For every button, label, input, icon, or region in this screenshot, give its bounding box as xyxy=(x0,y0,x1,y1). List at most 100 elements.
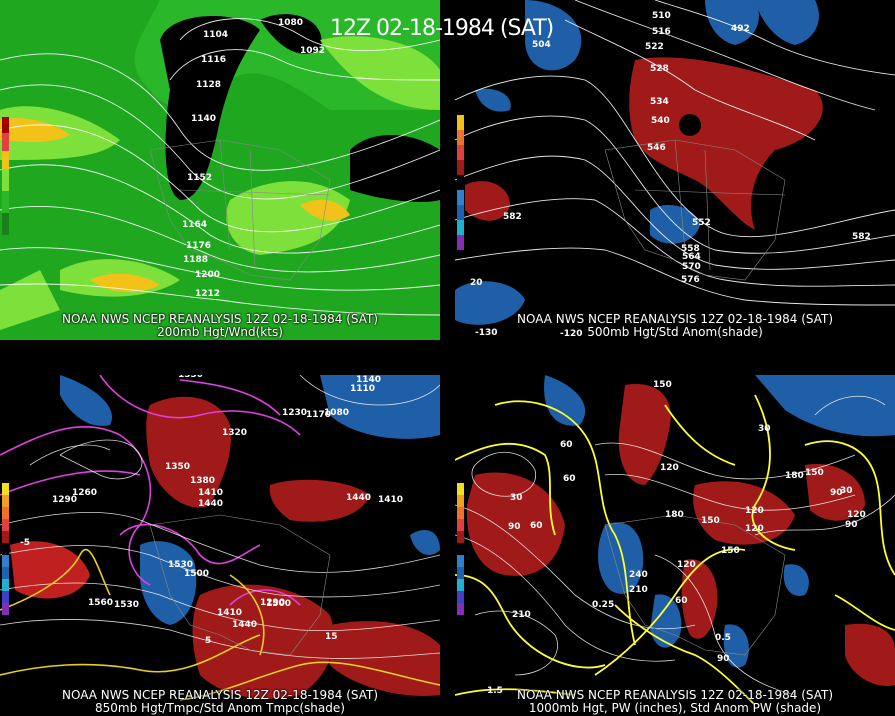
contour-label: -120 xyxy=(560,329,583,339)
contour-label: 0.5 xyxy=(715,633,731,643)
contour-label: 1560 xyxy=(88,598,113,608)
contour-label: 1530 xyxy=(114,600,139,610)
contour-label: 30 xyxy=(840,486,853,496)
contour-label: 60 xyxy=(563,474,576,484)
contour-label: 510 xyxy=(652,11,671,21)
contour-label: 240 xyxy=(629,570,648,580)
contour-labels-500mb: 510 516 522 528 534 540 546 552 558 564 … xyxy=(470,11,871,339)
map-850mb xyxy=(0,375,440,716)
contour-label: 1500 xyxy=(266,599,291,609)
contour-label: 1290 xyxy=(52,495,77,505)
contour-labels-850mb: 1350 1320 1350 1380 1410 1440 1410 1440 … xyxy=(20,375,403,646)
contour-label: 150 xyxy=(721,546,740,556)
contour-label: 1530 xyxy=(168,560,193,570)
contour-label: 150 xyxy=(653,380,672,390)
contour-label: 1140 xyxy=(191,114,216,124)
contour-label: 20 xyxy=(470,278,483,288)
contour-label: 90 xyxy=(830,488,843,498)
contour-label: 1110 xyxy=(350,384,375,394)
page-title: 12Z 02-18-1984 (SAT) xyxy=(330,16,554,41)
contour-label: 30 xyxy=(758,424,771,434)
caption-line-1: NOAA NWS NCEP REANALYSIS 12Z 02-18-1984 … xyxy=(516,312,834,326)
contour-label: 120 xyxy=(677,560,696,570)
map-1000mb xyxy=(455,375,895,716)
contour-label: 1410 xyxy=(378,495,403,505)
contour-label: 1350 xyxy=(165,462,190,472)
contour-label: 546 xyxy=(647,143,666,153)
colorbar-200mb: 190 150 110 70 50 30 xyxy=(2,117,9,235)
contour-label: 1500 xyxy=(184,569,209,579)
contour-label: 90 xyxy=(508,522,521,532)
caption-line-1: NOAA NWS NCEP REANALYSIS 12Z 02-18-1984 … xyxy=(61,312,379,326)
contour-label: 522 xyxy=(645,42,664,52)
contour-label: 1440 xyxy=(346,493,371,503)
panel-850mb: 5 4 3 2 1 0 1 2 3 4 5 1350 1320 1350 138… xyxy=(0,375,440,716)
contour-label: 1440 xyxy=(198,499,223,509)
caption-line-2: 1000mb Hgt, PW (inches), Std Anom PW (sh… xyxy=(528,701,822,715)
caption-line-2: 850mb Hgt/Tmpc/Std Anom Tmpc(shade) xyxy=(95,701,345,715)
contour-label: 180 xyxy=(665,510,684,520)
panel-1000mb: 5 4 3 2 1 0 1 2 3 4 5 150 120 90 60 30 1… xyxy=(455,375,895,716)
colorbar-1000mb: 5 4 3 2 1 0 1 2 3 4 5 xyxy=(457,483,464,615)
contour-label: 0.25 xyxy=(592,600,614,610)
contour-label: 1164 xyxy=(182,220,207,230)
panel-200mb: 190 150 110 70 50 30 1080 1104 1092 1116… xyxy=(0,0,440,340)
contour-label: 150 xyxy=(805,468,824,478)
contour-label: 1212 xyxy=(195,289,220,299)
contour-label: 90 xyxy=(717,654,730,664)
contour-label: 1200 xyxy=(195,270,220,280)
contour-label: 120 xyxy=(847,510,866,520)
contour-label: 60 xyxy=(560,440,573,450)
contour-label: 1116 xyxy=(201,55,226,65)
contour-label: 180 xyxy=(785,471,804,481)
contour-label: 540 xyxy=(651,116,670,126)
contour-labels-1000mb: 150 120 90 60 30 180 150 120 90 60 30 21… xyxy=(487,380,866,696)
contour-label: 576 xyxy=(681,275,700,285)
contour-label: 1.5 xyxy=(487,686,503,696)
colorbar-500mb: 3 2 1 0 1 2 3 4 5 xyxy=(457,115,464,250)
contour-label: 558 xyxy=(681,244,700,254)
caption-line-1: NOAA NWS NCEP REANALYSIS 12Z 02-18-1984 … xyxy=(61,688,379,702)
contour-label: 150 xyxy=(701,516,720,526)
caption-line-1: NOAA NWS NCEP REANALYSIS 12Z 02-18-1984 … xyxy=(516,688,834,702)
contour-label: 30 xyxy=(510,493,523,503)
contour-label: 516 xyxy=(652,27,671,37)
contour-label: -130 xyxy=(475,328,498,338)
contour-label: 1440 xyxy=(232,620,257,630)
caption-line-2: 200mb Hgt/Wnd(kts) xyxy=(157,325,283,339)
contour-label: 1104 xyxy=(203,30,228,40)
contour-label: 582 xyxy=(852,232,871,242)
contour-label: 1170 xyxy=(306,410,331,420)
contour-label: 1350 xyxy=(178,375,203,380)
contour-label: 552 xyxy=(692,218,711,228)
map-500mb xyxy=(455,0,895,340)
contour-label: 90 xyxy=(845,520,858,530)
contour-label: 210 xyxy=(629,585,648,595)
contour-label: 1260 xyxy=(72,488,97,498)
caption-line-2: 500mb Hgt/Std Anom(shade) xyxy=(587,325,763,339)
panel-500mb: 3 2 1 0 1 2 3 4 5 510 516 522 528 534 54… xyxy=(455,0,895,340)
contour-label: 534 xyxy=(650,97,669,107)
contour-label: 60 xyxy=(675,596,688,606)
contour-label: 564 xyxy=(682,252,701,262)
contour-label: 60 xyxy=(530,521,543,531)
contour-label: 210 xyxy=(512,610,531,620)
contour-label: 1188 xyxy=(183,255,208,265)
contour-label: 1128 xyxy=(196,80,221,90)
contour-label: 1320 xyxy=(222,428,247,438)
contour-label: 1380 xyxy=(190,476,215,486)
contour-label: 1230 xyxy=(282,408,307,418)
contour-label: 120 xyxy=(745,524,764,534)
contour-label: 15 xyxy=(325,632,338,642)
contour-label: 1080 xyxy=(324,408,349,418)
contour-label: 1092 xyxy=(300,46,325,56)
contour-label: 570 xyxy=(682,262,701,272)
contour-label: 492 xyxy=(731,24,750,34)
colorbar-850mb: 5 4 3 2 1 0 1 2 3 4 5 xyxy=(2,483,9,615)
contour-label: 1290 xyxy=(260,598,285,608)
contour-label: 1152 xyxy=(187,173,212,183)
contour-label: 528 xyxy=(650,64,669,74)
contour-label: 1080 xyxy=(278,18,303,28)
contour-label: 120 xyxy=(660,463,679,473)
contour-label: -5 xyxy=(20,538,30,548)
